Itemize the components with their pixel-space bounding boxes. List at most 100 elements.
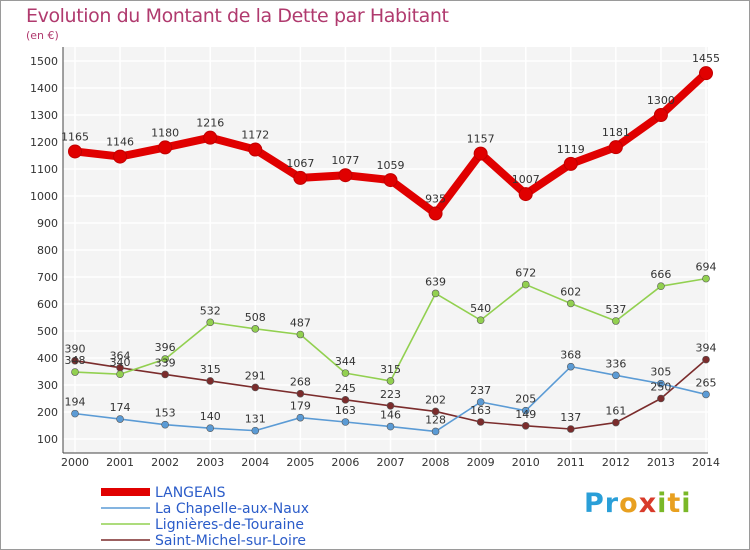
- data-label: 268: [290, 376, 311, 389]
- data-point: [341, 396, 350, 404]
- data-label: 364: [110, 350, 131, 363]
- data-label: 339: [155, 356, 176, 369]
- x-tick-label: 2010: [512, 456, 540, 469]
- data-label: 666: [650, 268, 671, 281]
- y-tick-label: 1500: [30, 55, 58, 68]
- data-point: [203, 130, 218, 145]
- data-label: 161: [605, 405, 626, 418]
- data-point: [296, 413, 305, 422]
- data-label: 537: [605, 303, 626, 316]
- data-label: 508: [245, 311, 266, 324]
- data-point: [386, 377, 395, 385]
- data-point: [566, 362, 575, 371]
- data-point: [702, 274, 710, 283]
- x-tick-label: 2000: [61, 456, 89, 469]
- data-label: 179: [290, 400, 311, 413]
- logo-letter: r: [604, 488, 620, 519]
- data-point: [521, 421, 530, 430]
- data-point: [702, 355, 710, 364]
- data-label: 639: [425, 275, 446, 288]
- x-tick-label: 2009: [467, 456, 495, 469]
- y-tick-label: 1300: [30, 109, 58, 122]
- x-tick-label: 2003: [196, 456, 224, 469]
- y-tick-label: 1200: [30, 136, 58, 149]
- data-label: 128: [425, 413, 446, 426]
- data-label: 1180: [151, 126, 179, 139]
- x-tick-label: 2005: [286, 456, 314, 469]
- data-point: [296, 330, 305, 339]
- data-point: [206, 377, 215, 385]
- chart-title: Evolution du Montant de la Dette par Hab…: [26, 5, 449, 27]
- data-label: 305: [650, 366, 671, 379]
- data-point: [68, 144, 82, 159]
- legend-entry: Lignières-de-Touraine: [155, 517, 304, 533]
- data-point: [113, 149, 128, 164]
- data-label: 140: [200, 410, 221, 423]
- y-tick-label: 700: [37, 271, 58, 284]
- data-label: 487: [290, 317, 311, 330]
- data-label: 1216: [196, 117, 224, 130]
- data-point: [476, 418, 485, 426]
- data-point: [657, 394, 665, 403]
- data-label: 250: [650, 381, 671, 394]
- data-point: [566, 425, 575, 433]
- data-point: [386, 422, 395, 431]
- data-point: [431, 289, 440, 298]
- data-point: [566, 299, 575, 308]
- x-tick-label: 2012: [602, 456, 630, 469]
- data-point: [521, 406, 530, 415]
- y-tick-label: 300: [37, 379, 58, 392]
- x-tick-label: 2007: [377, 456, 405, 469]
- x-tick-label: 2008: [422, 456, 450, 469]
- data-label: 532: [200, 304, 221, 317]
- data-label: 223: [380, 388, 401, 401]
- data-point: [563, 156, 578, 171]
- proxiti-logo: Proxiti: [584, 488, 692, 519]
- logo-letter: i: [657, 488, 668, 519]
- data-label: 245: [335, 382, 356, 395]
- data-point: [293, 170, 308, 185]
- data-point: [612, 418, 620, 427]
- data-point: [657, 282, 665, 290]
- data-point: [161, 355, 169, 363]
- data-point: [251, 325, 260, 333]
- data-label: 1455: [692, 52, 720, 65]
- data-label: 540: [470, 302, 491, 315]
- data-point: [476, 316, 485, 325]
- y-tick-label: 600: [37, 298, 58, 311]
- legend-entry: La Chapelle-aux-Naux: [155, 501, 309, 517]
- data-point: [657, 379, 665, 388]
- data-point: [251, 426, 260, 435]
- data-label: 1181: [602, 126, 630, 139]
- data-point: [71, 368, 79, 376]
- y-tick-label: 100: [37, 433, 58, 446]
- data-point: [206, 424, 215, 433]
- data-point: [431, 407, 440, 416]
- data-label: 1157: [467, 133, 495, 146]
- data-point: [248, 142, 263, 157]
- y-tick-label: 200: [37, 406, 58, 419]
- y-tick-label: 1000: [30, 190, 58, 203]
- data-point: [473, 146, 488, 161]
- data-label: 672: [515, 267, 536, 280]
- y-tick-label: 800: [37, 244, 58, 257]
- chart-subtitle: (en €): [26, 29, 59, 42]
- data-label: 344: [335, 355, 356, 368]
- data-label: 1059: [377, 159, 405, 172]
- data-point: [518, 187, 533, 202]
- data-label: 205: [515, 393, 536, 406]
- legend-entry: Saint-Michel-sur-Loire: [155, 533, 306, 549]
- data-label: 1165: [61, 130, 89, 143]
- data-label: 1067: [286, 157, 314, 170]
- data-point: [699, 66, 713, 81]
- data-point: [161, 370, 169, 379]
- data-label: 265: [696, 376, 717, 389]
- data-label: 163: [335, 404, 356, 417]
- data-label: 348: [65, 354, 86, 367]
- data-point: [158, 140, 173, 155]
- logo-letter: o: [619, 488, 639, 519]
- data-point: [521, 280, 530, 289]
- data-label: 315: [380, 363, 401, 376]
- logo-letter: P: [584, 488, 605, 519]
- data-point: [431, 427, 440, 436]
